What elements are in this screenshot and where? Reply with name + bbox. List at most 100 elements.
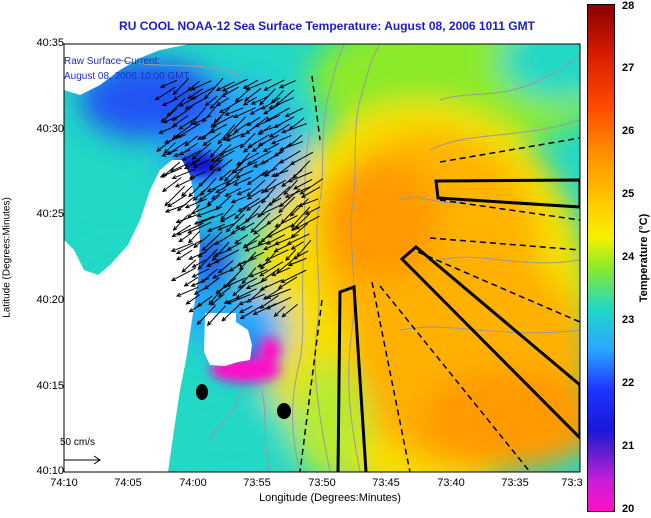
current-vector-head (277, 284, 283, 289)
current-vector-head (242, 84, 248, 89)
current-vector (289, 117, 305, 130)
current-vector (288, 171, 313, 183)
current-vector-head (280, 278, 286, 283)
current-vector-head (265, 305, 271, 310)
current-vector-head (281, 312, 287, 318)
current-vector (264, 159, 283, 177)
current-vector (279, 188, 301, 207)
current-vector (173, 87, 192, 101)
current-vector (271, 267, 291, 277)
current-vector-head (264, 172, 270, 178)
current-vector-head (293, 185, 299, 190)
current-vector (193, 233, 211, 248)
current-vector (216, 97, 230, 106)
current-vector (194, 215, 215, 225)
current-vector (269, 97, 294, 109)
current-vector (173, 77, 190, 95)
current-vector (235, 213, 259, 229)
current-vector-head (236, 161, 242, 166)
current-vector-head (252, 163, 258, 168)
current-vector (234, 107, 256, 118)
current-vector (276, 89, 295, 106)
current-vector-head (206, 321, 212, 326)
current-vector (202, 132, 222, 146)
current-vector (212, 114, 235, 127)
current-vector (300, 178, 324, 195)
current-vector-head (154, 96, 160, 101)
radar-dashed-lines (299, 75, 580, 472)
current-vector (215, 178, 239, 193)
current-vector (263, 104, 279, 115)
current-vector-head (273, 248, 279, 252)
current-vector (281, 205, 299, 224)
current-vector (192, 142, 212, 160)
current-vector-head (240, 226, 246, 231)
current-vector-head (264, 256, 270, 261)
colorbar-tick: 23 (622, 314, 635, 326)
current-vector (246, 78, 272, 91)
current-vector-head (218, 176, 224, 181)
current-vector-head (190, 86, 196, 91)
current-vector-head (192, 163, 198, 168)
current-vector (234, 122, 249, 133)
current-vector (231, 196, 247, 203)
current-vector-head (196, 212, 202, 217)
current-vector (281, 269, 307, 283)
current-vector-head (188, 192, 193, 198)
current-vector (173, 149, 191, 157)
current-vector-head (156, 147, 162, 152)
current-vector-head (287, 262, 293, 267)
current-vector (235, 288, 257, 299)
current-vector (245, 205, 261, 223)
current-vector-head (281, 182, 287, 188)
current-vector (215, 277, 237, 294)
current-vector (240, 123, 260, 138)
current-vector-head (238, 308, 244, 314)
current-vector (171, 242, 194, 252)
current-vector (176, 249, 193, 261)
current-vector-head (191, 155, 197, 160)
current-vector (218, 287, 231, 297)
current-vector-head (263, 188, 269, 193)
current-vector (211, 123, 227, 133)
current-vector (285, 249, 296, 261)
current-vector-head (237, 284, 243, 289)
current-vector (259, 261, 284, 277)
current-vector-head (273, 312, 279, 318)
current-vector (210, 143, 223, 158)
current-vector-head (192, 196, 198, 201)
current-vector-head (236, 261, 242, 267)
current-vector (240, 132, 256, 148)
current-vector (281, 303, 298, 318)
current-vector-head (200, 278, 206, 284)
bathymetry-contours (119, 44, 580, 472)
current-vector-head (184, 204, 190, 209)
current-vector-head (164, 139, 170, 144)
current-vector (172, 106, 193, 121)
current-vector-head (210, 157, 216, 163)
current-vector-head (281, 129, 287, 134)
current-vector (266, 107, 290, 122)
current-vector (215, 150, 235, 162)
current-vector (239, 293, 265, 305)
current-vector-head (263, 110, 269, 115)
current-vector (216, 81, 235, 91)
current-vector-head (170, 247, 176, 253)
current-vector (276, 258, 294, 274)
current-vector-head (217, 226, 223, 231)
current-vector-head (258, 129, 264, 134)
current-vector-head (184, 105, 190, 110)
current-vector (176, 240, 202, 255)
current-vector-head (278, 84, 284, 89)
current-vector (281, 169, 303, 187)
current-vector-head (279, 202, 285, 208)
current-vector-head (278, 208, 284, 214)
current-vector-head (292, 255, 298, 260)
current-vector-head (181, 268, 187, 273)
current-vector-head (239, 265, 244, 271)
current-vector (274, 305, 286, 317)
current-vector-head (226, 300, 232, 305)
current-vector-head (259, 100, 264, 106)
current-vector (278, 196, 296, 213)
current-vector-head (197, 135, 203, 140)
